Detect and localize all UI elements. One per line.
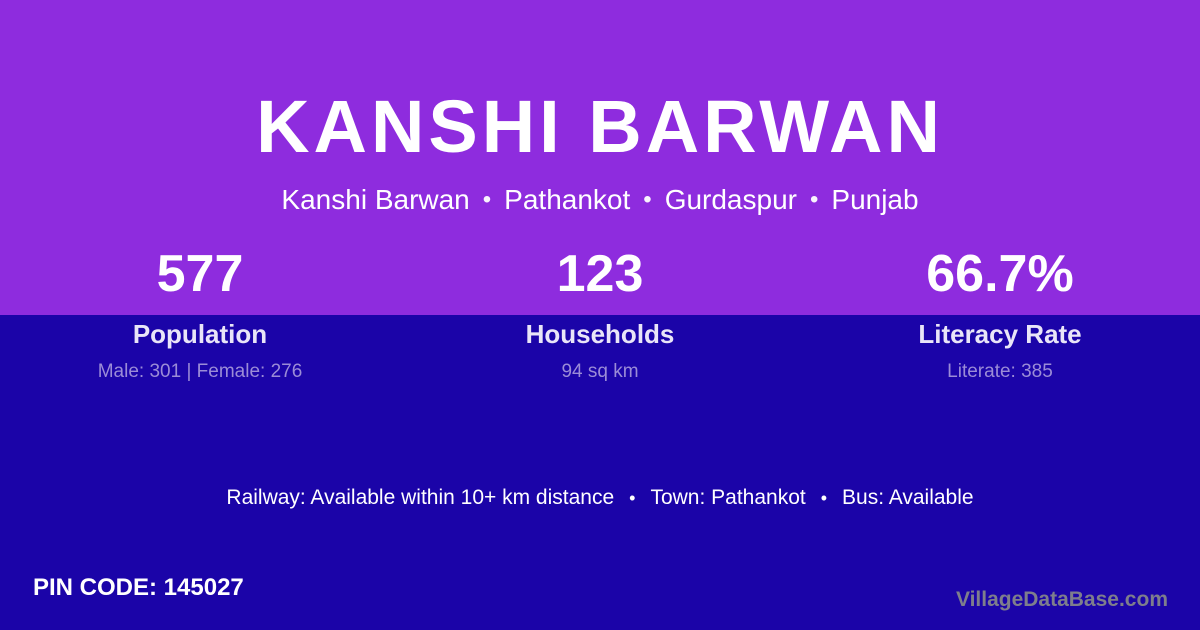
transport-info-line: Railway: Available within 10+ km distanc… (0, 486, 1200, 510)
population-detail: Male: 301 | Female: 276 (97, 361, 303, 382)
bullet-separator: • (809, 186, 819, 213)
site-watermark: VillageDataBase.com (955, 588, 1168, 611)
literacy-detail: Literate: 385 (947, 361, 1053, 382)
households-detail: 94 sq km (561, 361, 639, 382)
bullet-separator: • (820, 487, 828, 508)
bus-info: Bus: Available (842, 486, 974, 509)
households-value: 123 (556, 245, 644, 303)
pin-code: PIN CODE: 145027 (33, 574, 244, 601)
breadcrumb-tehsil: Pathankot (504, 184, 631, 215)
bullet-separator: • (629, 487, 636, 508)
town-info: Town: Pathankot (650, 486, 806, 509)
stat-households: 123 Households 94 sq km (400, 246, 800, 385)
breadcrumb-village: Kanshi Barwan (281, 184, 470, 215)
breadcrumb-district: Gurdaspur (664, 184, 797, 215)
bullet-separator: • (643, 186, 652, 213)
stats-row: 577 Population Male: 301 | Female: 276 1… (0, 246, 1200, 385)
households-label: Households (525, 319, 675, 349)
railway-info: Railway: Available within 10+ km distanc… (226, 486, 615, 509)
stat-population: 577 Population Male: 301 | Female: 276 (0, 246, 400, 385)
stat-literacy-rate: 66.7% Literacy Rate Literate: 385 (800, 246, 1200, 385)
breadcrumb-state: Punjab (831, 184, 919, 215)
population-value: 577 (156, 245, 244, 303)
literacy-label: Literacy Rate (918, 319, 1082, 349)
purple-top-band (0, 0, 1200, 315)
population-label: Population (132, 319, 268, 349)
breadcrumb: Kanshi Barwan • Pathankot • Gurdaspur • … (0, 184, 1200, 216)
literacy-value: 66.7% (926, 245, 1074, 303)
bullet-separator: • (482, 186, 492, 213)
page-title: KANSHI BARWAN (256, 85, 944, 168)
